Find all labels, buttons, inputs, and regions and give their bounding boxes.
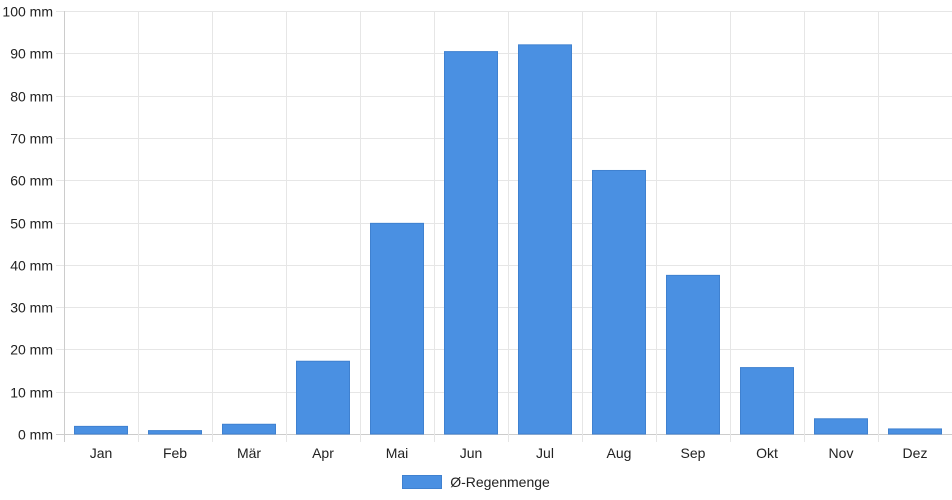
y-tick-label: 70 mm bbox=[10, 131, 53, 147]
x-tick-label: Apr bbox=[312, 445, 334, 461]
x-tick-label: Aug bbox=[607, 445, 632, 461]
bar bbox=[740, 367, 794, 435]
y-tick-label: 20 mm bbox=[10, 342, 53, 358]
x-tick-label: Jul bbox=[536, 445, 554, 461]
bar bbox=[222, 423, 276, 435]
x-tick-label: Mai bbox=[386, 445, 409, 461]
x-tick-label: Okt bbox=[756, 445, 778, 461]
x-tick-label: Nov bbox=[829, 445, 854, 461]
x-tick-label: Mär bbox=[237, 445, 261, 461]
y-axis-tick-labels: 0 mm 10 mm 20 mm 30 mm 40 mm 50 mm 60 mm 70 mm 8… bbox=[2, 4, 53, 443]
y-tick-label: 90 mm bbox=[10, 46, 53, 62]
y-tick-label: 0 mm bbox=[18, 427, 53, 443]
bar bbox=[74, 425, 128, 435]
y-tick-label: 50 mm bbox=[10, 216, 53, 232]
bar bbox=[592, 169, 646, 435]
x-tick-label: Feb bbox=[163, 445, 187, 461]
x-tick-label: Dez bbox=[903, 445, 928, 461]
bar bbox=[148, 430, 202, 435]
legend-swatch bbox=[402, 475, 443, 489]
y-tick-label: 10 mm bbox=[10, 385, 53, 401]
y-tick-label: 60 mm bbox=[10, 173, 53, 189]
bar bbox=[296, 360, 350, 435]
y-tick-label: 80 mm bbox=[10, 89, 53, 105]
x-tick-label: Sep bbox=[681, 445, 706, 461]
bar-series bbox=[74, 44, 942, 435]
y-tick-label: 100 mm bbox=[2, 4, 53, 20]
legend-label: Ø-Regenmenge bbox=[450, 474, 550, 490]
bar bbox=[444, 51, 498, 435]
x-tick-label: Jun bbox=[460, 445, 483, 461]
x-tick-label: Jan bbox=[90, 445, 113, 461]
y-tick-label: 40 mm bbox=[10, 258, 53, 274]
chart-legend[interactable]: Ø-Regenmenge bbox=[0, 471, 952, 493]
bar bbox=[814, 418, 868, 435]
bar bbox=[518, 44, 572, 435]
bar bbox=[370, 222, 424, 435]
rainfall-bar-chart: 0 mm 10 mm 20 mm 30 mm 40 mm 50 mm 60 mm 70 mm 8… bbox=[2, 4, 952, 461]
bar bbox=[666, 274, 720, 435]
y-tick-label: 30 mm bbox=[10, 300, 53, 316]
grid-lines bbox=[56, 11, 952, 442]
x-axis-tick-labels: Jan Feb Mär Apr Mai Jun Jul Aug Sep Okt Nov Dez bbox=[90, 445, 928, 461]
bar bbox=[888, 428, 942, 435]
